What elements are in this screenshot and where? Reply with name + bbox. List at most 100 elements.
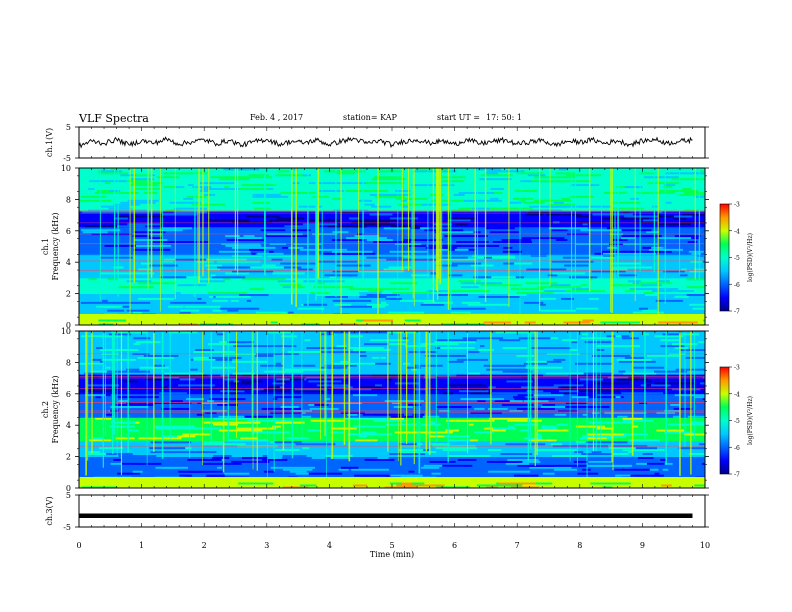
spec-texture <box>98 446 124 450</box>
spec-texture <box>303 279 335 283</box>
spec-band <box>79 234 705 238</box>
spec-texture <box>702 260 705 263</box>
spec-texture <box>478 348 494 352</box>
spec-texture <box>670 403 680 406</box>
spec-band <box>79 179 705 183</box>
spec-band <box>79 376 705 379</box>
spec-texture <box>659 189 699 192</box>
spec-texture <box>647 181 679 185</box>
spec-texture <box>468 248 476 251</box>
spec-texture <box>516 354 535 357</box>
spec-texture <box>420 303 445 306</box>
spec-texture <box>344 387 372 391</box>
spec-texture <box>561 297 575 300</box>
spec-texture <box>569 195 594 198</box>
spec-texture <box>133 336 151 340</box>
spec-texture <box>577 205 613 208</box>
x-tick-label: 7 <box>515 541 520 550</box>
spec-texture <box>499 338 521 342</box>
spec-texture <box>348 273 354 277</box>
spec-texture <box>564 289 605 293</box>
spec-texture <box>288 311 294 314</box>
spec-texture <box>336 344 347 348</box>
spec-texture <box>218 429 263 432</box>
spec-texture <box>383 219 394 222</box>
x-tick-label: 6 <box>452 541 457 550</box>
spec-texture <box>79 199 112 202</box>
spec-texture <box>586 433 624 436</box>
spec-texture <box>80 389 111 393</box>
spec-texture <box>590 482 631 485</box>
spec-texture <box>271 258 283 261</box>
spec-texture <box>497 460 517 463</box>
spec-texture <box>108 332 132 336</box>
spec-texture <box>494 399 510 403</box>
spec-texture <box>665 382 671 385</box>
colorbar-tick-label: -4 <box>734 391 740 398</box>
spec-texture <box>411 273 430 277</box>
spec-texture <box>533 199 571 202</box>
spec-texture <box>386 342 407 346</box>
spec-texture <box>489 207 533 210</box>
spec-texture <box>658 236 692 240</box>
spec-texture <box>654 334 684 338</box>
spec-band <box>79 370 705 373</box>
spec-band <box>79 436 705 440</box>
spec-texture <box>687 240 698 243</box>
spec-texture <box>385 378 393 381</box>
spec-texture <box>510 486 540 488</box>
spec-texture <box>166 374 196 377</box>
spec-band <box>79 364 705 367</box>
spec-texture <box>399 442 418 446</box>
spec-texture <box>544 289 570 293</box>
spec-band <box>79 356 705 359</box>
spec-texture <box>340 411 365 414</box>
spec-texture <box>297 268 313 271</box>
spec-texture <box>213 454 232 457</box>
spec-texture <box>264 234 309 238</box>
spec-texture <box>302 173 312 177</box>
spec-texture <box>176 185 185 189</box>
spec-texture <box>374 195 405 198</box>
spec-texture <box>99 348 139 352</box>
spec-texture <box>488 385 496 389</box>
spec-texture <box>556 238 568 242</box>
spec-texture <box>702 397 705 401</box>
spec-texture <box>461 301 481 304</box>
spec-texture <box>276 217 305 220</box>
spec-texture <box>448 454 491 457</box>
colorbar-label: log(PSD)(V²/Hz) <box>747 396 754 445</box>
spec-texture <box>501 238 532 242</box>
spec-texture <box>498 482 532 485</box>
spec-texture <box>377 456 389 459</box>
spec-texture <box>85 393 109 397</box>
spec-texture <box>371 374 406 377</box>
spec-texture <box>249 360 268 363</box>
spec-texture <box>203 440 223 444</box>
spec-texture <box>578 389 620 393</box>
spec-texture <box>431 472 441 475</box>
spec-texture <box>161 226 188 230</box>
spec-texture <box>347 413 358 416</box>
spec-texture <box>576 215 591 218</box>
spec-texture <box>702 376 705 379</box>
spec-texture <box>295 442 336 446</box>
spec-texture <box>110 421 136 424</box>
spec-texture <box>623 433 648 436</box>
x-tick-label: 0 <box>76 541 81 550</box>
spec-texture <box>591 450 602 454</box>
spec-texture <box>183 226 192 230</box>
spec-texture <box>129 272 155 275</box>
spec-texture <box>703 256 705 259</box>
spec-texture <box>81 486 118 488</box>
spec-texture <box>476 484 521 487</box>
spec-texture <box>334 303 352 306</box>
spec-texture <box>454 289 490 293</box>
spec-texture <box>514 397 555 401</box>
spec-texture <box>372 356 380 359</box>
spec-texture <box>624 289 635 293</box>
spec-texture <box>689 452 705 456</box>
y-axis-label-frequency: Frequency (kHz) <box>51 375 60 443</box>
spec-texture <box>543 374 569 377</box>
spec-texture <box>652 215 674 218</box>
